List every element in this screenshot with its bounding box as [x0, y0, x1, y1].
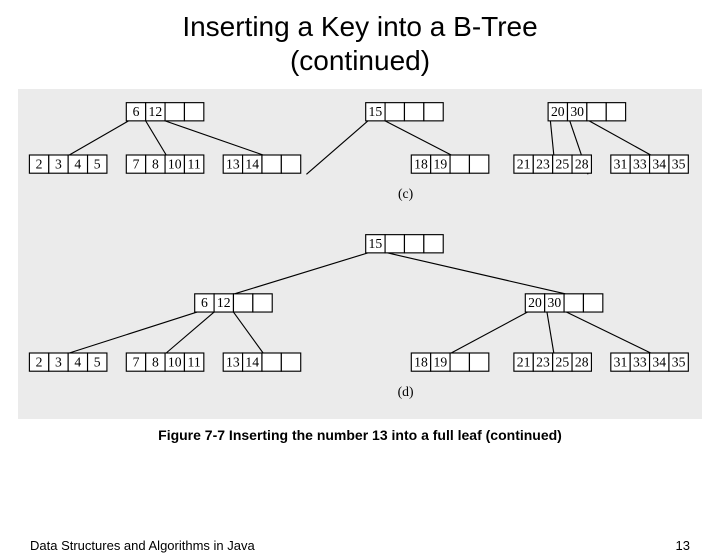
- slide-title: Inserting a Key into a B-Tree (continued…: [0, 10, 720, 77]
- footer-source: Data Structures and Algorithms in Java: [30, 538, 255, 553]
- svg-text:20: 20: [551, 104, 565, 119]
- figure-caption: Figure 7-7 Inserting the number 13 into …: [0, 427, 720, 443]
- svg-text:8: 8: [152, 355, 159, 370]
- page-number: 13: [676, 538, 690, 553]
- svg-text:14: 14: [245, 355, 259, 370]
- svg-text:6: 6: [133, 104, 140, 119]
- svg-text:20: 20: [528, 295, 542, 310]
- svg-text:(d): (d): [398, 384, 414, 400]
- svg-text:15: 15: [369, 236, 383, 251]
- svg-text:14: 14: [245, 157, 259, 172]
- svg-text:15: 15: [369, 104, 383, 119]
- btree-diagram: 6121520302345781011131418192123252831333…: [18, 89, 702, 419]
- svg-text:3: 3: [55, 157, 62, 172]
- svg-text:18: 18: [414, 157, 428, 172]
- svg-text:5: 5: [94, 157, 101, 172]
- svg-text:34: 34: [652, 157, 666, 172]
- svg-text:30: 30: [548, 295, 562, 310]
- svg-text:12: 12: [217, 295, 231, 310]
- svg-text:19: 19: [434, 157, 448, 172]
- svg-text:11: 11: [188, 355, 201, 370]
- svg-text:13: 13: [226, 355, 240, 370]
- title-line-1: Inserting a Key into a B-Tree: [182, 11, 537, 42]
- svg-text:30: 30: [570, 104, 584, 119]
- svg-text:21: 21: [517, 355, 531, 370]
- svg-text:5: 5: [94, 355, 101, 370]
- svg-text:(c): (c): [398, 186, 413, 202]
- svg-text:2: 2: [36, 157, 43, 172]
- svg-text:28: 28: [575, 157, 589, 172]
- svg-text:12: 12: [149, 104, 163, 119]
- svg-text:10: 10: [168, 355, 182, 370]
- svg-text:25: 25: [556, 157, 570, 172]
- svg-text:19: 19: [434, 355, 448, 370]
- svg-text:8: 8: [152, 157, 159, 172]
- svg-text:23: 23: [536, 355, 550, 370]
- svg-text:2: 2: [36, 355, 43, 370]
- svg-text:23: 23: [536, 157, 550, 172]
- svg-text:10: 10: [168, 157, 182, 172]
- svg-text:35: 35: [672, 355, 686, 370]
- svg-text:11: 11: [188, 157, 201, 172]
- svg-text:3: 3: [55, 355, 62, 370]
- svg-text:18: 18: [414, 355, 428, 370]
- svg-text:31: 31: [614, 157, 628, 172]
- svg-text:6: 6: [201, 295, 208, 310]
- svg-text:33: 33: [633, 355, 647, 370]
- svg-text:7: 7: [133, 355, 140, 370]
- svg-text:7: 7: [133, 157, 140, 172]
- svg-text:35: 35: [672, 157, 686, 172]
- svg-text:31: 31: [614, 355, 628, 370]
- svg-text:13: 13: [226, 157, 240, 172]
- svg-text:25: 25: [556, 355, 570, 370]
- svg-text:34: 34: [652, 355, 666, 370]
- svg-text:4: 4: [74, 355, 81, 370]
- svg-text:33: 33: [633, 157, 647, 172]
- svg-text:4: 4: [74, 157, 81, 172]
- title-line-2: (continued): [290, 45, 430, 76]
- svg-text:28: 28: [575, 355, 589, 370]
- svg-text:21: 21: [517, 157, 531, 172]
